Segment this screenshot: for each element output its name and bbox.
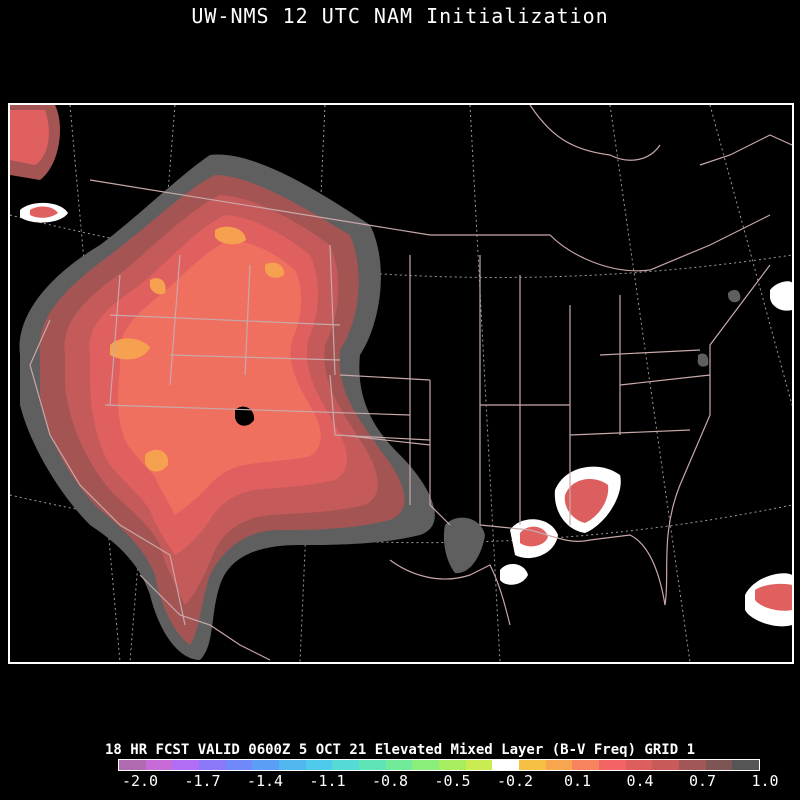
colorbar-swatch — [545, 760, 573, 770]
eml-small-features — [10, 105, 792, 627]
colorbar-swatch — [599, 760, 626, 770]
colorbar-swatch — [279, 760, 306, 770]
colorbar-swatch — [225, 760, 253, 770]
colorbar-swatch — [252, 760, 280, 770]
colorbar-swatch — [412, 760, 440, 770]
colorbar-tick-label: -1.7 — [184, 772, 221, 790]
colorbar-swatch — [652, 760, 680, 770]
eml-ne-cell — [770, 281, 792, 311]
map-frame — [8, 103, 794, 664]
plot-caption: 18 HR FCST VALID 0600Z 5 OCT 21 Elevated… — [104, 742, 695, 758]
colorbar-swatch — [172, 760, 200, 770]
colorbar-swatch — [119, 760, 146, 770]
eml-nc-cell — [697, 353, 709, 367]
colorbar-tick-label: 1.0 — [751, 772, 779, 790]
colorbar-tick-label: 0.1 — [563, 772, 592, 790]
colorbar-swatch — [385, 760, 413, 770]
colorbar-tick-label: -0.2 — [496, 772, 534, 790]
colorbar-swatch — [465, 760, 493, 770]
eml-ny-cell — [728, 289, 741, 303]
colorbar-swatch — [519, 760, 546, 770]
eml-hole — [235, 406, 255, 426]
colorbar-tick-label: -2.0 — [121, 772, 159, 790]
eml-core-1 — [110, 338, 150, 360]
colorbar-ticks: -2.0 -1.7 -1.4 -1.1 -0.8 -0.5 -0.2 0.1 0.4 0.7 1.0 — [118, 772, 779, 792]
plot-title: UW-NMS 12 UTC NAM Initialization — [191, 4, 609, 28]
political-boundaries — [29, 105, 792, 661]
colorbar-tick-label: 0.7 — [688, 772, 717, 790]
colorbar-tick-label: -0.8 — [371, 772, 409, 790]
colorbar-swatch — [679, 760, 706, 770]
colorbar-swatch — [305, 760, 333, 770]
eml-contour-salmon — [117, 240, 321, 515]
colorbar-swatch — [625, 760, 653, 770]
eml-core-4 — [265, 262, 285, 278]
colorbar-swatch — [145, 760, 173, 770]
colorbar-swatch — [705, 760, 733, 770]
colorbar-swatch — [199, 760, 226, 770]
eml-core-5 — [150, 278, 166, 295]
colorbar-tick-label: 0.4 — [626, 772, 654, 790]
eml-texas-cell — [443, 517, 485, 574]
map-canvas — [10, 105, 792, 662]
colorbar-tick-label: -1.4 — [246, 772, 284, 790]
colorbar-swatch — [359, 760, 386, 770]
eml-gulf-cell-2 — [500, 563, 528, 585]
colorbar-swatch — [492, 760, 520, 770]
colorbar — [118, 759, 760, 771]
eml-core-3 — [215, 226, 246, 245]
colorbar-swatch — [332, 760, 360, 770]
colorbar-swatch — [732, 760, 760, 770]
colorbar-swatch — [439, 760, 466, 770]
colorbar-swatch — [572, 760, 600, 770]
eml-core-2 — [145, 449, 169, 472]
eml-plume-west — [19, 154, 435, 660]
colorbar-tick-label: -1.1 — [309, 772, 346, 790]
colorbar-tick-label: -0.5 — [434, 772, 471, 790]
